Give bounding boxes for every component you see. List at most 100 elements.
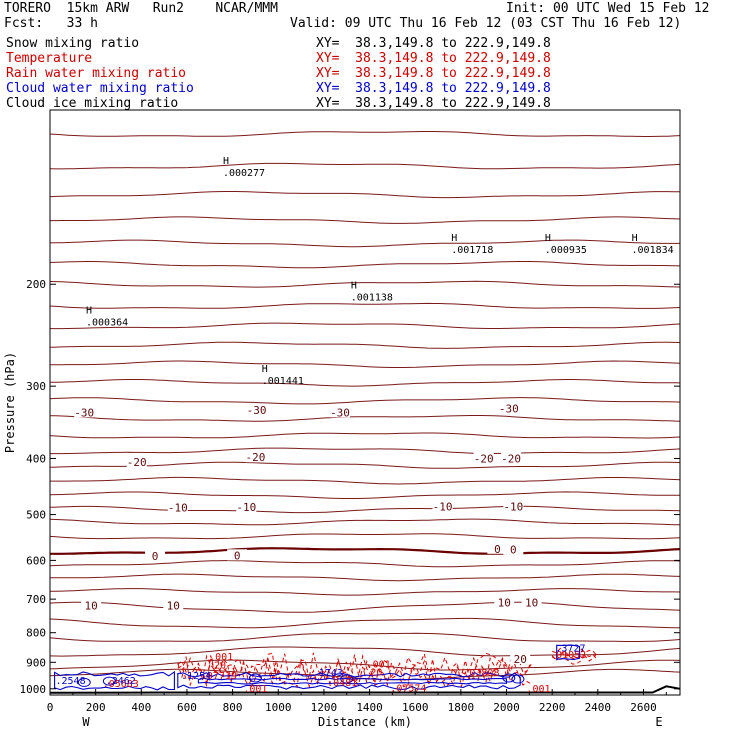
isotherm-label: 10 [167, 600, 180, 613]
rain-contour [177, 655, 532, 687]
rain-contour [177, 656, 532, 689]
forecast-hour: Fcst: 33 h [4, 16, 98, 31]
isotherm-label: 0 [234, 549, 241, 562]
isotherm-label: -30 [247, 404, 267, 417]
isotherm-label-bg [163, 599, 184, 611]
x-tick-label: 1800 [448, 701, 475, 714]
isotherm-line [49, 302, 681, 309]
isotherm-line [49, 617, 681, 629]
isotherm-label: -30 [330, 406, 350, 419]
rain-contour [552, 647, 598, 659]
isotherm-label-bg [503, 543, 524, 555]
isotherm-line [49, 379, 681, 387]
cloud-water-cell [511, 674, 525, 684]
isotherm-label-bg [236, 500, 257, 512]
isotherm-line [49, 491, 680, 499]
y-tick-label: 400 [26, 452, 46, 465]
contour-labels: -30 -30 -30 -30-20 -20 -20 -20-10 -10 -10 -100 0 0 0… [55, 156, 673, 695]
isotherm-line [49, 131, 681, 137]
y-tick-label: 600 [26, 554, 46, 567]
snow-max-label: .001441 [262, 376, 304, 387]
isotherm-label: 10 [498, 597, 511, 610]
isotherm-line [49, 588, 681, 596]
isotherm-label: 20 [514, 653, 527, 666]
legend-xy: XY= 38.3,149.8 to 222.9,149.8 [316, 51, 551, 66]
rain-label: .03808 [463, 668, 499, 679]
cloud-water-cell [102, 676, 116, 686]
rain-label: .07719 [201, 671, 237, 682]
isotherm-line [49, 432, 681, 439]
snow-max-marker: H [545, 233, 551, 244]
isotherm-line [50, 447, 681, 455]
isotherm-label-bg [501, 452, 522, 464]
cloud-water-cell [340, 674, 354, 684]
rain-label: .05683 [103, 679, 139, 690]
rain-contour [551, 650, 598, 662]
isotherm-label-bg [487, 542, 508, 554]
isotherm-label-bg [246, 404, 267, 416]
x-tick-label: 600 [177, 701, 197, 714]
isotherm-label-bg [245, 451, 266, 463]
snow-max-label: .000364 [86, 318, 128, 329]
isotherm-label-bg [227, 549, 248, 561]
isotherm-label: 10 [84, 600, 97, 613]
axes: 0 200 400 600 800 1000 1200 1400 1600 1800 2000 220… [3, 109, 681, 729]
isotherm-line [49, 632, 681, 642]
isotherm-line [49, 533, 681, 540]
isotherm-label-bg [81, 599, 102, 611]
isotherm-label-bg [145, 550, 165, 562]
isotherm-label-bg [473, 452, 494, 464]
cloud-water-contour [556, 644, 581, 661]
isotherm-line [49, 505, 681, 514]
rain-label: .001 [243, 684, 267, 695]
y-tick-label: 700 [26, 593, 46, 606]
y-tick-label: 200 [26, 278, 46, 291]
x-tick-label: 1400 [356, 701, 383, 714]
isotherm-line [50, 216, 681, 224]
rain-label: .001 [367, 659, 391, 670]
y-tick-label: 1000 [20, 683, 47, 696]
isotherm-label: -10 [503, 500, 523, 513]
rain-label: 20 [214, 660, 226, 671]
x-tick-label: 800 [223, 701, 243, 714]
x-axis-label: Distance (km) [318, 715, 412, 729]
y-tick-label: 900 [26, 656, 46, 669]
isotherm-line [49, 560, 681, 568]
isotherm-label-bg [167, 501, 188, 513]
isotherm-line [49, 646, 681, 657]
cloud-water-label: .2548 [55, 676, 85, 687]
isotherm-label: -30 [74, 406, 94, 419]
x-tick-label: 2000 [493, 701, 520, 714]
isotherm-line [49, 239, 680, 248]
isotherm-label-bg [432, 500, 453, 512]
x-tick-label: 200 [86, 701, 106, 714]
x-tick-label: 1600 [402, 701, 429, 714]
isotherm-label: -10 [236, 501, 256, 514]
y-tick-label: 300 [26, 380, 46, 393]
isotherm-label: -20 [245, 451, 265, 464]
isotherm-line [49, 341, 681, 349]
rain-label: .001 [209, 652, 233, 663]
cloud-water-contour [54, 670, 175, 691]
snow-max-marker: H [632, 233, 638, 244]
snow-max-label: .001834 [632, 245, 674, 256]
y-axis-label: Pressure (hPa) [3, 352, 17, 453]
x-tick-label: 2600 [630, 701, 657, 714]
model-title: TORERO 15km ARW Run2 NCAR/MMM [4, 1, 278, 16]
init-time: Init: 00 UTC Wed 15 Feb 12 [506, 1, 710, 16]
isotherm-line [50, 322, 681, 330]
snow-max-marker: H [262, 364, 268, 375]
west-label: W [82, 715, 90, 729]
isotherm-line [49, 397, 681, 405]
snow-max-label: .001138 [351, 292, 393, 303]
isotherm-label: -20 [501, 452, 521, 465]
isotherm-label-bg [498, 402, 519, 414]
snow-max-marker: H [351, 280, 357, 291]
legend-xy: XY= 38.3,149.8 to 222.9,149.8 [316, 81, 551, 96]
cloud-water-label: 1743 [319, 668, 343, 679]
isotherm-line [49, 518, 681, 526]
isotherm-label: -20 [127, 456, 147, 469]
isotherm-label-bg [126, 456, 147, 468]
snow-max-marker: H [86, 306, 92, 317]
